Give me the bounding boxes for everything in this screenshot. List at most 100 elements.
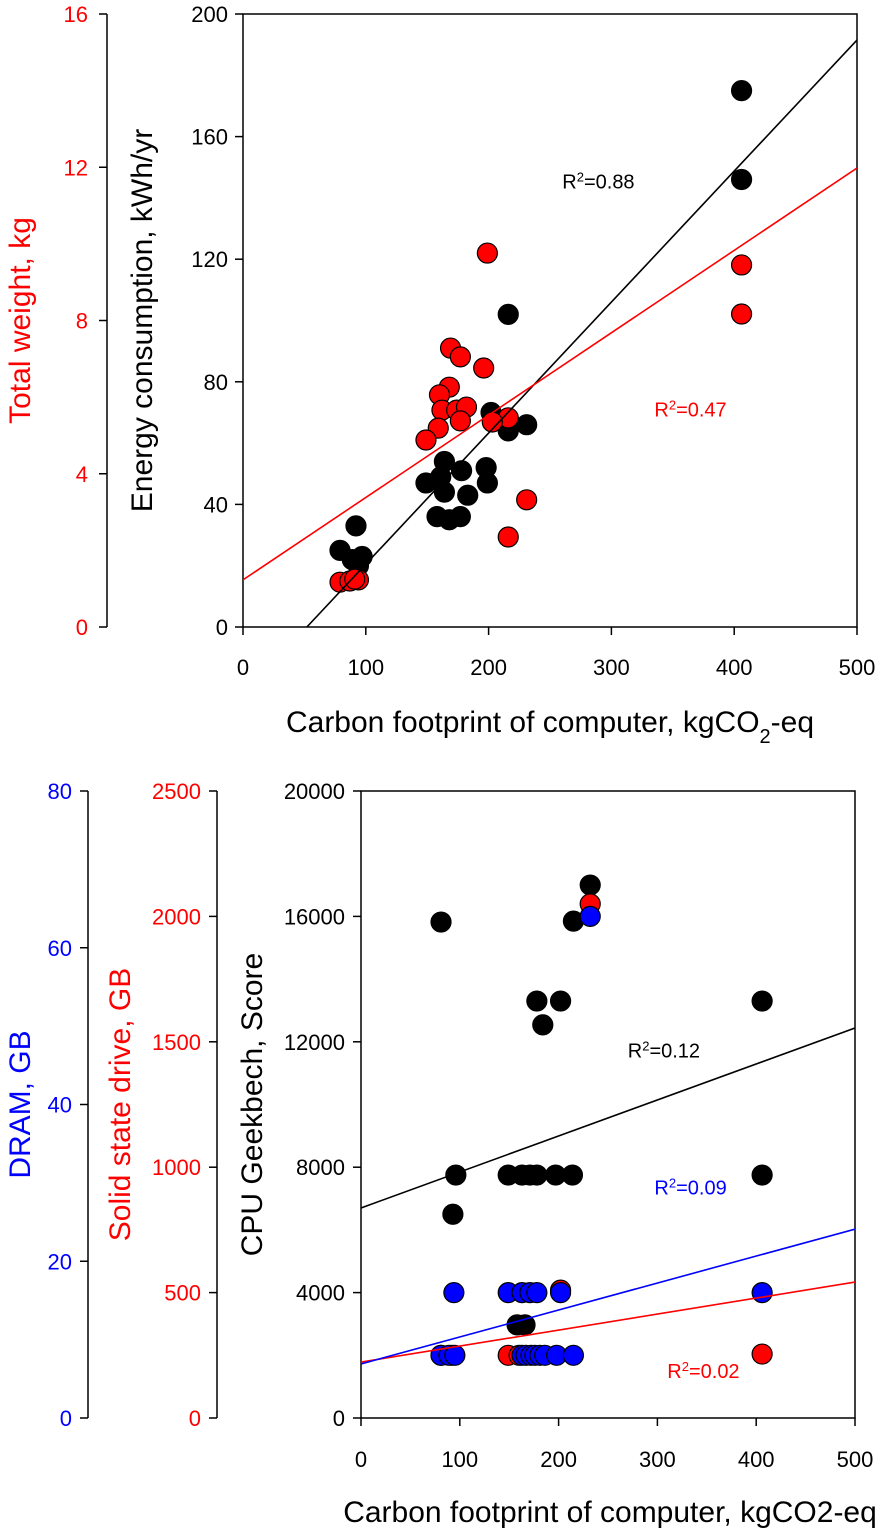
data-point-weight bbox=[449, 410, 471, 432]
energy-tick-label: 80 bbox=[204, 370, 228, 395]
energy-tick-label: 40 bbox=[204, 492, 228, 517]
data-point-weight bbox=[449, 346, 471, 368]
data-point-energy bbox=[450, 460, 473, 482]
data-point-cpu bbox=[445, 1164, 467, 1186]
data-point-ssd bbox=[751, 1343, 773, 1365]
data-point-dram bbox=[579, 905, 601, 928]
data-point-cpu bbox=[526, 1164, 548, 1186]
cpu-tick-label: 12000 bbox=[284, 1030, 345, 1055]
ssd-tick-label: 1000 bbox=[152, 1155, 201, 1180]
data-point-cpu bbox=[751, 1164, 773, 1186]
r2-annotation-ssd: R2=0.02 bbox=[667, 1358, 739, 1383]
energy-tick-label: 160 bbox=[191, 125, 228, 150]
data-point-weight bbox=[516, 489, 538, 511]
data-point-cpu bbox=[561, 1164, 584, 1186]
data-point-dram bbox=[444, 1344, 466, 1366]
data-point-energy bbox=[516, 414, 538, 436]
data-point-dram bbox=[549, 1281, 572, 1304]
cpu-tick-label: 16000 bbox=[284, 904, 345, 929]
data-point-energy bbox=[730, 80, 753, 102]
fit-line-energy bbox=[306, 39, 857, 627]
ssd-tick-label: 2000 bbox=[152, 904, 201, 929]
fit-line-ssd bbox=[361, 1281, 855, 1363]
fit-line-cpu bbox=[361, 1027, 855, 1209]
ssd-tick-label: 1500 bbox=[152, 1030, 201, 1055]
energy-tick-label: 200 bbox=[191, 2, 228, 27]
weight-tick-label: 8 bbox=[76, 309, 88, 334]
data-point-cpu bbox=[549, 990, 572, 1012]
data-point-weight bbox=[344, 568, 366, 590]
cpu-tick-label: 0 bbox=[333, 1406, 345, 1431]
weight-tick-label: 0 bbox=[76, 615, 88, 640]
fit-line-dram bbox=[361, 1228, 855, 1365]
data-point-dram bbox=[526, 1281, 548, 1304]
weight-tick-label: 16 bbox=[64, 2, 88, 27]
energy-tick-label: 0 bbox=[216, 615, 228, 640]
dram-tick-label: 0 bbox=[60, 1406, 72, 1431]
x-tick-label: 200 bbox=[470, 655, 507, 680]
fit-line-weight bbox=[243, 167, 857, 581]
x-tick-label: 500 bbox=[839, 655, 876, 680]
ssd-tick-label: 2500 bbox=[152, 779, 201, 804]
plot-frame bbox=[360, 790, 856, 1419]
energy-tick-label: 120 bbox=[191, 247, 228, 272]
ssd-axis-title: Solid state drive, GB bbox=[104, 968, 137, 1241]
cpu-tick-label: 20000 bbox=[284, 779, 345, 804]
data-point-weight bbox=[730, 303, 753, 325]
r2-annotation-cpu: R2=0.12 bbox=[628, 1038, 700, 1063]
dram-tick-label: 20 bbox=[48, 1249, 72, 1274]
data-point-energy bbox=[415, 472, 437, 494]
weight-axis-title: Total weight, kg bbox=[4, 217, 37, 424]
x-tick-label: 0 bbox=[355, 1447, 367, 1472]
data-point-cpu bbox=[532, 1014, 554, 1036]
x-axis-title: Carbon footprint of computer, kgCO2-eq bbox=[286, 706, 814, 748]
weight-tick-label: 4 bbox=[76, 462, 88, 487]
data-point-energy bbox=[497, 303, 519, 325]
dram-axis-title: DRAM, GB bbox=[4, 1030, 37, 1178]
cpu-tick-label: 4000 bbox=[296, 1281, 345, 1306]
weight-tick-label: 12 bbox=[64, 155, 88, 180]
x-tick-label: 100 bbox=[347, 655, 384, 680]
x-tick-label: 400 bbox=[738, 1447, 775, 1472]
x-tick-label: 200 bbox=[540, 1447, 577, 1472]
x-tick-label: 300 bbox=[593, 655, 630, 680]
dram-tick-label: 60 bbox=[48, 936, 72, 961]
dram-tick-label: 80 bbox=[48, 779, 72, 804]
data-point-weight bbox=[415, 429, 437, 451]
data-point-cpu bbox=[579, 874, 601, 896]
ssd-tick-label: 0 bbox=[189, 1406, 201, 1431]
x-tick-label: 300 bbox=[639, 1447, 676, 1472]
data-point-weight bbox=[730, 254, 753, 276]
dram-tick-label: 40 bbox=[48, 1093, 72, 1118]
cpu-axis-title: CPU Geekbech, Score bbox=[236, 953, 269, 1256]
data-point-energy bbox=[345, 515, 367, 537]
data-point-weight bbox=[476, 242, 498, 264]
data-point-weight bbox=[473, 357, 495, 379]
x-tick-label: 100 bbox=[441, 1447, 478, 1472]
data-point-energy bbox=[457, 484, 479, 506]
data-point-cpu bbox=[442, 1203, 464, 1225]
data-point-energy bbox=[449, 506, 471, 528]
data-point-cpu bbox=[526, 990, 548, 1012]
r2-annotation-dram: R2=0.09 bbox=[654, 1175, 726, 1200]
data-point-energy bbox=[476, 472, 498, 494]
x-tick-label: 0 bbox=[237, 655, 249, 680]
energy-axis-title: Energy consumption, kWh/yr bbox=[126, 129, 159, 512]
data-point-dram bbox=[751, 1281, 773, 1304]
x-tick-label: 500 bbox=[837, 1447, 874, 1472]
x-axis-title: Carbon footprint of computer, kgCO2-eq bbox=[343, 1496, 877, 1529]
r2-annotation-energy: R2=0.88 bbox=[562, 169, 634, 194]
ssd-tick-label: 500 bbox=[164, 1281, 201, 1306]
data-point-dram bbox=[562, 1344, 585, 1366]
r2-annotation-weight: R2=0.47 bbox=[654, 397, 726, 422]
cpu-tick-label: 8000 bbox=[296, 1155, 345, 1180]
data-point-dram bbox=[443, 1281, 465, 1304]
data-point-cpu bbox=[751, 990, 773, 1012]
data-point-cpu bbox=[430, 911, 452, 933]
plot-frame bbox=[242, 13, 858, 628]
x-tick-label: 400 bbox=[716, 655, 753, 680]
data-point-energy bbox=[730, 168, 753, 191]
data-point-energy bbox=[433, 481, 455, 503]
